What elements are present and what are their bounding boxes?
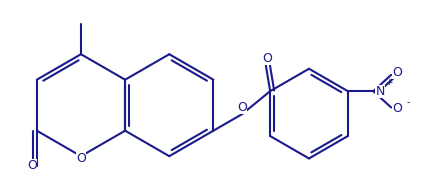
Text: O: O xyxy=(27,159,37,172)
Text: +: + xyxy=(385,78,392,87)
Text: -: - xyxy=(406,97,410,107)
Text: O: O xyxy=(76,152,86,165)
Text: O: O xyxy=(263,51,273,65)
Text: O: O xyxy=(237,101,247,114)
Text: O: O xyxy=(392,102,402,115)
Text: O: O xyxy=(392,66,402,79)
Text: N: N xyxy=(375,85,385,98)
